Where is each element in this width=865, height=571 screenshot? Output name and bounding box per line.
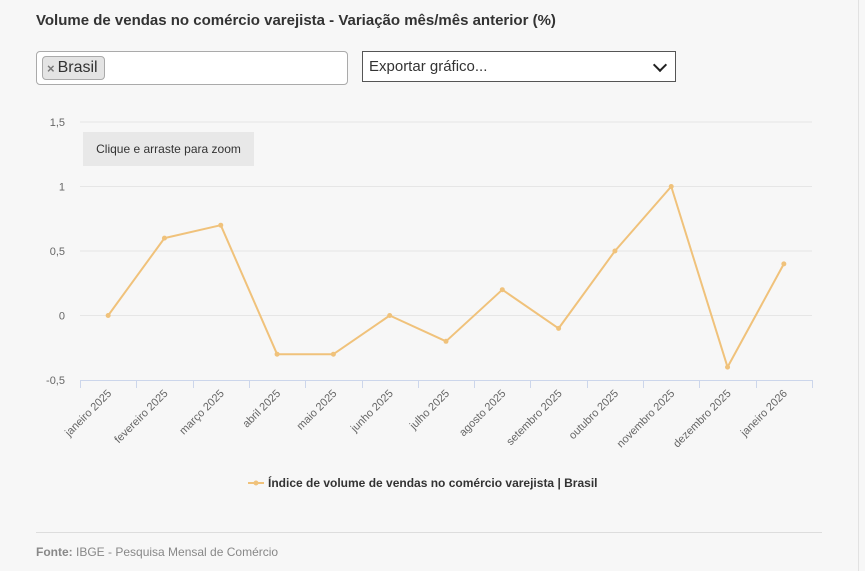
remove-chip-icon[interactable]: × bbox=[47, 60, 55, 76]
export-label: Exportar gráfico... bbox=[369, 58, 488, 75]
source-note: Fonte: IBGE - Pesquisa Mensal de Comérci… bbox=[36, 545, 278, 559]
zoom-hint-box bbox=[83, 132, 254, 166]
y-tick-label: -0,5 bbox=[46, 375, 65, 387]
legend-label[interactable]: Índice de volume de vendas no comércio v… bbox=[268, 475, 597, 490]
y-tick-label: 1,5 bbox=[50, 117, 65, 129]
data-point[interactable] bbox=[781, 261, 787, 267]
x-tick-label: janeiro 2025 bbox=[62, 388, 114, 440]
zoom-hint-text: Clique e arraste para zoom bbox=[96, 142, 241, 156]
chevron-down-icon bbox=[652, 57, 668, 72]
x-tick-label: outubro 2025 bbox=[567, 388, 621, 442]
data-point[interactable] bbox=[556, 325, 562, 331]
data-point[interactable] bbox=[330, 351, 336, 357]
y-tick-label: 0 bbox=[59, 311, 65, 323]
data-point[interactable] bbox=[443, 338, 449, 344]
data-point[interactable] bbox=[612, 248, 618, 254]
data-point[interactable] bbox=[387, 313, 393, 318]
region-selector[interactable]: × Brasil bbox=[36, 51, 348, 85]
x-tick-label: maio 2025 bbox=[295, 388, 340, 433]
x-tick-label: junho 2025 bbox=[348, 388, 396, 436]
x-tick-label: setembro 2025 bbox=[504, 388, 564, 448]
export-chart-select[interactable]: Exportar gráfico... bbox=[362, 51, 676, 82]
source-text: IBGE - Pesquisa Mensal de Comércio bbox=[76, 545, 279, 559]
y-tick-label: 0,5 bbox=[50, 246, 65, 258]
x-tick-label: julho 2025 bbox=[407, 388, 452, 433]
x-tick-label: janeiro 2026 bbox=[738, 388, 790, 440]
chip-label: Brasil bbox=[57, 59, 98, 76]
source-label: Fonte: bbox=[36, 545, 73, 559]
chart-title: Volume de vendas no comércio varejista -… bbox=[36, 12, 556, 29]
legend[interactable]: Índice de volume de vendas no comércio v… bbox=[248, 475, 597, 490]
footer-divider bbox=[36, 532, 822, 533]
x-tick-label: abril 2025 bbox=[241, 388, 284, 431]
x-tick-label: março 2025 bbox=[177, 388, 227, 438]
x-tick-label: dezembro 2025 bbox=[671, 388, 734, 451]
data-point[interactable] bbox=[274, 351, 280, 357]
data-point[interactable] bbox=[105, 313, 111, 318]
x-tick-label: agosto 2025 bbox=[457, 388, 508, 439]
y-tick-label: 1 bbox=[59, 182, 65, 194]
data-point[interactable] bbox=[161, 235, 167, 241]
selected-region-chip: × Brasil bbox=[42, 56, 105, 80]
x-tick-label: novembro 2025 bbox=[615, 388, 678, 451]
zoom-hint: Clique e arraste para zoom bbox=[83, 132, 254, 166]
data-point[interactable] bbox=[668, 184, 674, 189]
x-tick-label: fevereiro 2025 bbox=[112, 388, 170, 446]
data-point[interactable] bbox=[499, 287, 505, 293]
data-point[interactable] bbox=[218, 222, 224, 228]
data-point[interactable] bbox=[725, 364, 731, 370]
legend-marker-icon bbox=[253, 480, 259, 486]
